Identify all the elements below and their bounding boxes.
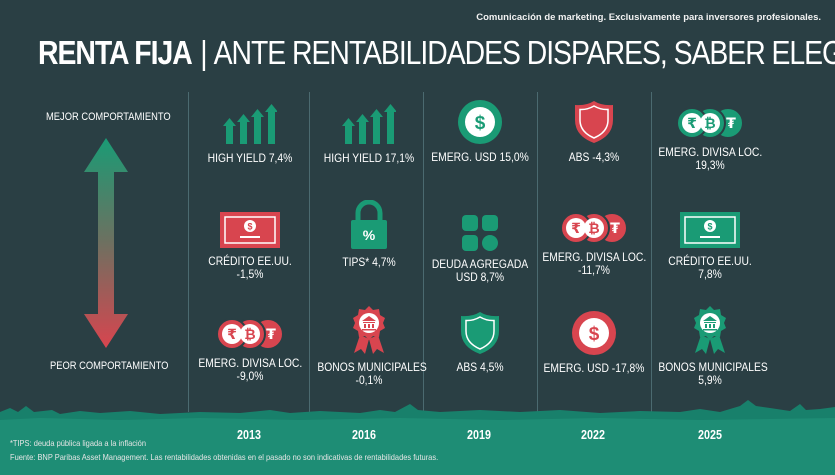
municipal-medal-icon: [694, 306, 726, 354]
cell-2019-best: $ EMERG. USD 15,0%: [420, 99, 540, 164]
cell-label-line1: TIPS* 4,7%: [342, 255, 396, 269]
cell-2013-mid: $ CRÉDITO EE.UU. -1,5%: [190, 211, 310, 281]
source-footnote: Fuente: BNP Paribas Asset Management. La…: [10, 452, 439, 462]
svg-text:₮: ₮: [266, 327, 276, 343]
page-title: RENTA FIJA | ANTE RENTABILIDADES DISPARE…: [38, 36, 835, 69]
svg-text:₹: ₹: [687, 116, 697, 132]
padlock-percent-icon: %: [351, 200, 387, 249]
cell-label-line1: EMERG. DIVISA LOC.: [658, 145, 763, 159]
cell-2022-best: ABS -4,3%: [534, 99, 654, 164]
svg-text:%: %: [363, 227, 376, 243]
svg-text:₮: ₮: [726, 116, 736, 132]
municipal-medal-icon: [353, 306, 385, 354]
title-rest: ANTE RENTABILIDADES DISPARES, SABER ELEG…: [213, 34, 835, 71]
cell-label-line2: -9,0%: [236, 369, 264, 383]
svg-text:₿: ₿: [244, 327, 255, 343]
city-skyline: [0, 400, 835, 475]
worst-performance-label: PEOR COMPORTAMIENTO: [50, 360, 169, 372]
currency-coins-icon: ₹ ₿ ₮: [676, 107, 744, 139]
dollar-coin-icon: $: [458, 100, 502, 144]
dollar-coin-icon: $: [572, 311, 616, 355]
svg-text:₹: ₹: [227, 327, 237, 343]
title-separator: |: [200, 34, 207, 71]
svg-text:₿: ₿: [704, 116, 715, 132]
cell-2019-worst: ABS 4,5%: [420, 311, 540, 374]
year-label: 2016: [352, 428, 376, 442]
cell-2016-worst: BONOS MUNICIPALES -0,1%: [309, 305, 429, 387]
column-divider: [537, 92, 538, 412]
cell-label-line2: -1,5%: [236, 267, 264, 281]
cell-2019-mid: DEUDA AGREGADA USD 8,7%: [420, 214, 540, 284]
shield-icon: [575, 101, 613, 143]
cell-label-line1: EMERG. DIVISA LOC.: [542, 250, 647, 264]
column-divider: [309, 92, 310, 412]
cell-label-line1: ABS 4,5%: [456, 360, 504, 374]
svg-text:$: $: [707, 222, 712, 232]
banknote-icon: $: [680, 212, 740, 248]
cell-2022-mid: ₹ ₿ ₮ EMERG. DIVISA LOC. -11,7%: [534, 211, 654, 277]
marketing-disclaimer: Comunicación de marketing. Exclusivament…: [476, 12, 821, 23]
cell-label-line1: EMERG. USD 15,0%: [431, 150, 529, 164]
cell-2013-worst: ₹ ₿ ₮ EMERG. DIVISA LOC. -9,0%: [190, 317, 310, 383]
banknote-icon: $: [220, 212, 280, 248]
cell-label-line1: DEUDA AGREGADA: [431, 257, 529, 271]
svg-text:$: $: [475, 113, 486, 134]
cell-2022-worst: $ EMERG. USD -17,8%: [534, 310, 654, 375]
cell-label-line1: BONOS MUNICIPALES: [317, 360, 427, 374]
cell-label-line1: ABS -4,3%: [568, 150, 620, 164]
aggregate-blocks-icon: [462, 215, 498, 251]
best-performance-label: MEJOR COMPORTAMIENTO: [46, 111, 171, 123]
cell-2025-best: ₹ ₿ ₮ EMERG. DIVISA LOC. 19,3%: [650, 106, 770, 172]
year-label: 2022: [581, 428, 605, 442]
title-bold: RENTA FIJA: [38, 34, 193, 71]
year-label: 2025: [698, 428, 722, 442]
cell-label-line1: CRÉDITO EE.UU.: [668, 254, 752, 268]
currency-coins-icon: ₹ ₿ ₮: [216, 318, 284, 350]
growth-bars-icon: [342, 104, 396, 144]
year-label: 2019: [467, 428, 491, 442]
svg-text:₿: ₿: [588, 221, 599, 237]
currency-coins-icon: ₹ ₿ ₮: [560, 212, 628, 244]
svg-text:₹: ₹: [571, 221, 581, 237]
column-divider: [423, 92, 424, 412]
cell-label-line2: USD 8,7%: [455, 270, 505, 284]
cell-label-line1: HIGH YIELD 7,4%: [207, 151, 293, 165]
cell-2025-mid: $ CRÉDITO EE.UU. 7,8%: [650, 211, 770, 281]
cell-label-line2: -0,1%: [355, 373, 383, 387]
svg-text:₮: ₮: [610, 221, 620, 237]
svg-text:$: $: [589, 324, 600, 345]
svg-text:$: $: [247, 222, 252, 232]
shield-icon: [461, 312, 499, 354]
cell-label-line1: CRÉDITO EE.UU.: [208, 254, 292, 268]
cell-label-line2: 19,3%: [695, 158, 725, 172]
tips-footnote: *TIPS: deuda pública ligada a la inflaci…: [10, 438, 146, 448]
year-label: 2013: [237, 428, 261, 442]
cell-label-line2: 5,9%: [698, 373, 722, 387]
cell-label-line2: 7,8%: [698, 267, 722, 281]
cell-label-line1: BONOS MUNICIPALES: [658, 360, 768, 374]
cell-2016-best: HIGH YIELD 17,1%: [309, 104, 429, 165]
cell-label-line2: -11,7%: [578, 263, 610, 277]
cell-2016-mid: % TIPS* 4,7%: [309, 200, 429, 269]
growth-bars-icon: [223, 104, 277, 144]
cell-label-line1: EMERG. USD -17,8%: [543, 361, 645, 375]
cell-2013-best: HIGH YIELD 7,4%: [190, 104, 310, 165]
cell-label-line1: HIGH YIELD 17,1%: [323, 151, 415, 165]
column-divider: [651, 92, 652, 412]
cell-2025-worst: BONOS MUNICIPALES 5,9%: [650, 305, 770, 387]
performance-arrow-icon: [84, 138, 128, 348]
column-divider: [188, 92, 189, 412]
cell-label-line1: EMERG. DIVISA LOC.: [198, 356, 303, 370]
